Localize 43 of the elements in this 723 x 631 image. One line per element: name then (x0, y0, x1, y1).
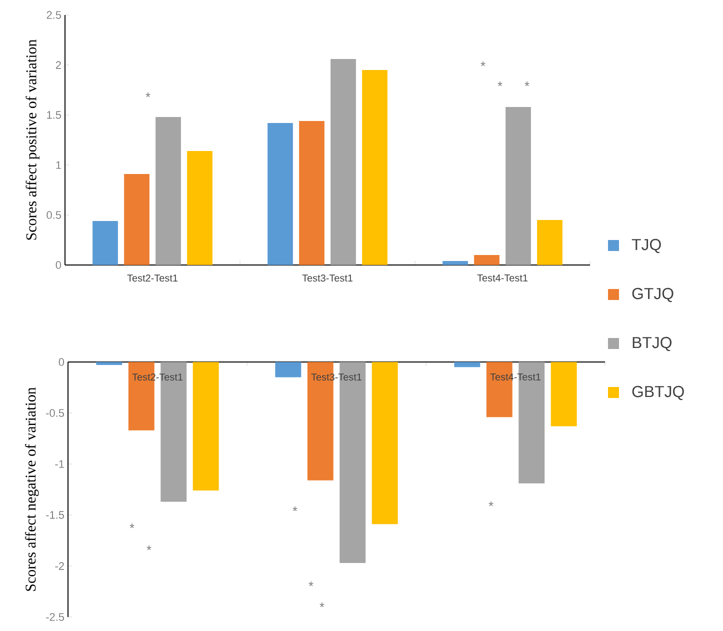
annotation: * (146, 92, 150, 98)
legend-label: GTJQ (632, 288, 674, 302)
y-tick-label: 1 (56, 161, 61, 169)
annotation: * (308, 582, 314, 586)
bar (362, 70, 388, 265)
legend-label: BTJQ (632, 336, 672, 352)
annotation: * (146, 546, 152, 550)
annotation: * (488, 502, 494, 506)
bar (299, 120, 324, 265)
x-tick-label: Test3-Test1 (302, 274, 353, 282)
bar (156, 116, 181, 265)
bar (442, 260, 468, 265)
legend-label: GBTJQ (632, 386, 684, 400)
y-tick-label: -1.5 (46, 511, 64, 519)
y-tick-label: -2 (55, 562, 64, 570)
y-axis-title: Scores affect positive of variation (26, 40, 40, 240)
annotation: * (130, 524, 134, 528)
y-tick-label: -1 (55, 460, 64, 468)
y-tick-label: 0 (56, 261, 62, 269)
y-tick-label: 0 (58, 358, 64, 366)
y-tick-label: -0.5 (46, 409, 64, 417)
bar (330, 58, 356, 265)
annotation: * (480, 62, 486, 66)
bar (474, 254, 500, 265)
bar (537, 220, 562, 265)
annotation: * (498, 82, 502, 86)
y-tick-label: -2.5 (46, 613, 64, 621)
bar (187, 150, 212, 265)
annotation: * (320, 602, 324, 608)
x-tick-label: Test2-Test1 (127, 274, 178, 282)
legend-label: TJQ (632, 238, 661, 254)
annotation: * (524, 82, 530, 86)
y-tick-label: 1.5 (47, 111, 62, 119)
y-tick-label: 2 (56, 61, 61, 69)
bar (506, 106, 531, 265)
x-tick-label: Test4-Test1 (477, 274, 528, 282)
bar (268, 122, 293, 265)
y-axis-title: Scores affect negative of variation (25, 387, 39, 591)
y-tick-label: 2.5 (46, 11, 62, 19)
annotation: * (292, 506, 298, 512)
bar (124, 174, 150, 265)
bar (92, 220, 118, 265)
y-tick-label: 0.5 (46, 211, 62, 219)
